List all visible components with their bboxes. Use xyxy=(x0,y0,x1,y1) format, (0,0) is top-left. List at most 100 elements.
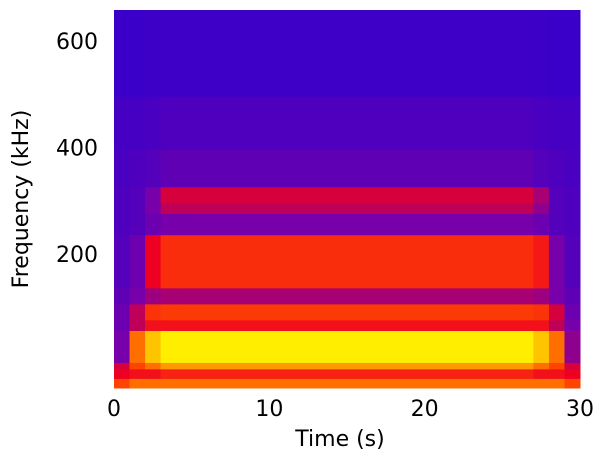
y-tick-label: 600 xyxy=(56,30,98,55)
heatmap-cell xyxy=(533,368,550,379)
heatmap-cell xyxy=(517,378,534,389)
heatmap-cell xyxy=(176,96,519,150)
heatmap-cell xyxy=(533,202,550,214)
heatmap-cell xyxy=(564,319,581,332)
heatmap-cell xyxy=(548,234,565,289)
heatmap-cell xyxy=(160,149,177,188)
heatmap-cell xyxy=(548,319,565,332)
heatmap-cell xyxy=(548,10,565,97)
heatmap-cell xyxy=(548,330,565,363)
heatmap-cell xyxy=(176,10,519,97)
heatmap-cell xyxy=(160,368,177,379)
heatmap-cell xyxy=(517,10,534,97)
heatmap-cell xyxy=(517,368,534,379)
heatmap-cell xyxy=(129,368,146,379)
heatmap-cell xyxy=(114,149,131,188)
heatmap-cell xyxy=(517,96,534,150)
heatmap-cell xyxy=(533,149,550,188)
heatmap-cell xyxy=(517,303,534,321)
heatmap-cell xyxy=(548,213,565,236)
heatmap-cell xyxy=(548,362,565,370)
heatmap-cell xyxy=(129,362,146,370)
heatmap-cell xyxy=(129,303,146,321)
x-tick-label: 0 xyxy=(107,397,121,422)
heatmap-cell xyxy=(176,213,519,236)
heatmap-cell xyxy=(114,202,131,214)
heatmap-cell xyxy=(533,319,550,332)
heatmap-cell xyxy=(145,287,162,305)
heatmap-cell xyxy=(176,202,519,214)
heatmap-cell xyxy=(176,303,519,321)
heatmap-cell xyxy=(176,319,519,332)
heatmap-cell xyxy=(533,96,550,150)
heatmap-cell xyxy=(145,234,162,289)
heatmap-cell xyxy=(129,378,146,389)
heatmap-cell xyxy=(176,362,519,370)
heatmap-cell xyxy=(145,362,162,370)
heatmap-cell xyxy=(548,202,565,214)
heatmap-cell xyxy=(517,149,534,188)
heatmap-cell xyxy=(548,186,565,204)
heatmap-cell xyxy=(160,96,177,150)
heatmap-cell xyxy=(533,330,550,363)
heatmap-cell xyxy=(533,303,550,321)
heatmap-cell xyxy=(160,213,177,236)
heatmap-cell xyxy=(145,213,162,236)
heatmap-cell xyxy=(114,368,131,379)
heatmap-cell xyxy=(517,186,534,204)
x-tick-label: 20 xyxy=(411,397,439,422)
heatmap-cell xyxy=(114,186,131,204)
heatmap-cell xyxy=(533,378,550,389)
heatmap-cell xyxy=(176,330,519,363)
heatmap-cell xyxy=(548,378,565,389)
heatmap-cell xyxy=(114,330,131,363)
x-axis-label: Time (s) xyxy=(294,427,384,452)
heatmap-cell xyxy=(114,287,131,305)
heatmap-cell xyxy=(533,186,550,204)
heatmap-cell xyxy=(517,330,534,363)
heatmap-cell xyxy=(129,213,146,236)
heatmap-cell xyxy=(160,303,177,321)
heatmap-cell xyxy=(564,378,581,389)
heatmap-cell xyxy=(564,10,581,97)
heatmap-cell xyxy=(114,213,131,236)
heatmap-cell xyxy=(533,234,550,289)
heatmap-cell xyxy=(564,362,581,370)
heatmap-cell xyxy=(564,149,581,188)
heatmap-cell xyxy=(114,362,131,370)
heatmap-cell xyxy=(564,202,581,214)
heatmap-cell xyxy=(517,234,534,289)
heatmap-cell xyxy=(517,202,534,214)
heatmap-cell xyxy=(564,186,581,204)
heatmap-cell xyxy=(129,96,146,150)
heatmap-cell xyxy=(564,213,581,236)
heatmap-cell xyxy=(160,202,177,214)
heatmap-cell xyxy=(517,287,534,305)
heatmap-cell xyxy=(564,330,581,363)
heatmap-cell xyxy=(129,186,146,204)
heatmap-cell xyxy=(176,368,519,379)
heatmap-cell xyxy=(160,330,177,363)
x-tick-label: 30 xyxy=(566,397,594,422)
heatmap-cell xyxy=(145,10,162,97)
heatmap-cell xyxy=(564,96,581,150)
heatmap-cell xyxy=(548,149,565,188)
heatmap-cell xyxy=(517,319,534,332)
heatmap-cell xyxy=(564,368,581,379)
heatmap-cell xyxy=(129,202,146,214)
heatmap-cell xyxy=(160,186,177,204)
heatmap-cell xyxy=(129,319,146,332)
heatmap-cell xyxy=(145,368,162,379)
heatmap-cell xyxy=(145,303,162,321)
heatmap-cell xyxy=(160,319,177,332)
heatmap-cell xyxy=(548,303,565,321)
heatmap-cell xyxy=(176,234,519,289)
heatmap-cell xyxy=(114,234,131,289)
heatmap-cell xyxy=(176,378,519,389)
heatmap-cell xyxy=(160,362,177,370)
heatmap-cell xyxy=(176,186,519,204)
heatmap-cell xyxy=(533,287,550,305)
heatmap-cell xyxy=(517,213,534,236)
heatmap-cell xyxy=(145,149,162,188)
